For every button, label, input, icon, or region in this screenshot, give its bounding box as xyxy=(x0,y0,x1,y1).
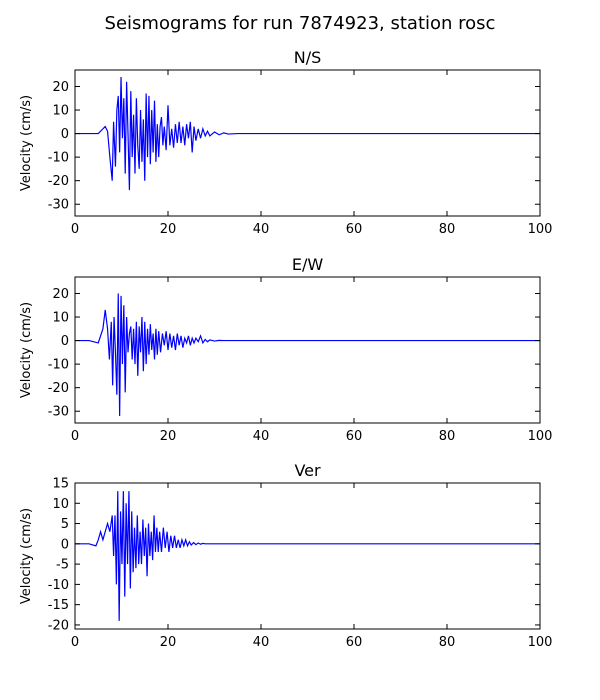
panel-3: Ver 0 20 40 60 80 100 -20 -15 -10 -5 0 5 10 15 Velocity… xyxy=(19,461,552,650)
y-tick-label: -10 xyxy=(48,578,69,593)
x-tick-label: 100 xyxy=(528,635,553,650)
x-tick-label: 40 xyxy=(253,429,270,444)
y-tick-label: -30 xyxy=(48,405,69,420)
x-tick-label: 20 xyxy=(160,635,177,650)
panel-1: N/S 0 20 40 60 80 100 -30 -20 -10 0 10 20 Velocity (c… xyxy=(19,48,552,237)
x-tick-label: 60 xyxy=(346,222,363,237)
panel-title: E/W xyxy=(292,255,324,274)
x-tick-label: 40 xyxy=(253,635,270,650)
y-tick-label: -5 xyxy=(56,558,69,573)
series-line xyxy=(75,491,540,621)
y-tick-label: 5 xyxy=(61,517,69,532)
y-tick-label: -20 xyxy=(48,381,69,396)
y-tick-label: 0 xyxy=(61,537,69,552)
x-tick-label: 20 xyxy=(160,222,177,237)
y-tick-label: -10 xyxy=(48,151,69,166)
axes-frame xyxy=(74,69,541,217)
y-axis-label: Velocity (cm/s) xyxy=(19,95,34,191)
y-tick-label: 15 xyxy=(52,477,69,492)
panel-title: N/S xyxy=(294,48,322,67)
y-tick-label: 20 xyxy=(52,80,69,95)
y-tick-label: 10 xyxy=(52,497,69,512)
y-tick-label: 0 xyxy=(61,127,69,142)
y-tick-label: 10 xyxy=(52,311,69,326)
x-tick-label: 100 xyxy=(528,429,553,444)
panel-2: E/W 0 20 40 60 80 100 -30 -20 -10 0 10 20 Velocity (c… xyxy=(19,255,552,444)
x-tick-label: 0 xyxy=(71,429,79,444)
y-tick-label: -20 xyxy=(48,174,69,189)
x-tick-label: 80 xyxy=(439,222,456,237)
y-tick-label: -10 xyxy=(48,358,69,373)
y-axis-label: Velocity (cm/s) xyxy=(19,508,34,604)
x-tick-label: 40 xyxy=(253,222,270,237)
x-tick-label: 80 xyxy=(439,635,456,650)
x-tick-label: 0 xyxy=(71,222,79,237)
y-tick-label: 0 xyxy=(61,334,69,349)
x-tick-label: 60 xyxy=(346,429,363,444)
panel-title: Ver xyxy=(294,461,321,480)
y-tick-label: 20 xyxy=(52,287,69,302)
y-tick-label: -20 xyxy=(48,618,69,633)
x-tick-label: 0 xyxy=(71,635,79,650)
x-tick-label: 20 xyxy=(160,429,177,444)
y-tick-label: -30 xyxy=(48,198,69,213)
axes-frame xyxy=(74,276,541,424)
y-tick-label: 10 xyxy=(52,104,69,119)
x-tick-label: 100 xyxy=(528,222,553,237)
axes-frame xyxy=(74,482,541,630)
y-axis-label: Velocity (cm/s) xyxy=(19,302,34,398)
series-line xyxy=(75,77,540,191)
figure-title: Seismograms for run 7874923, station ros… xyxy=(105,13,496,34)
x-tick-label: 80 xyxy=(439,429,456,444)
y-tick-label: -15 xyxy=(48,598,69,613)
x-tick-label: 60 xyxy=(346,635,363,650)
series-line xyxy=(75,293,540,416)
